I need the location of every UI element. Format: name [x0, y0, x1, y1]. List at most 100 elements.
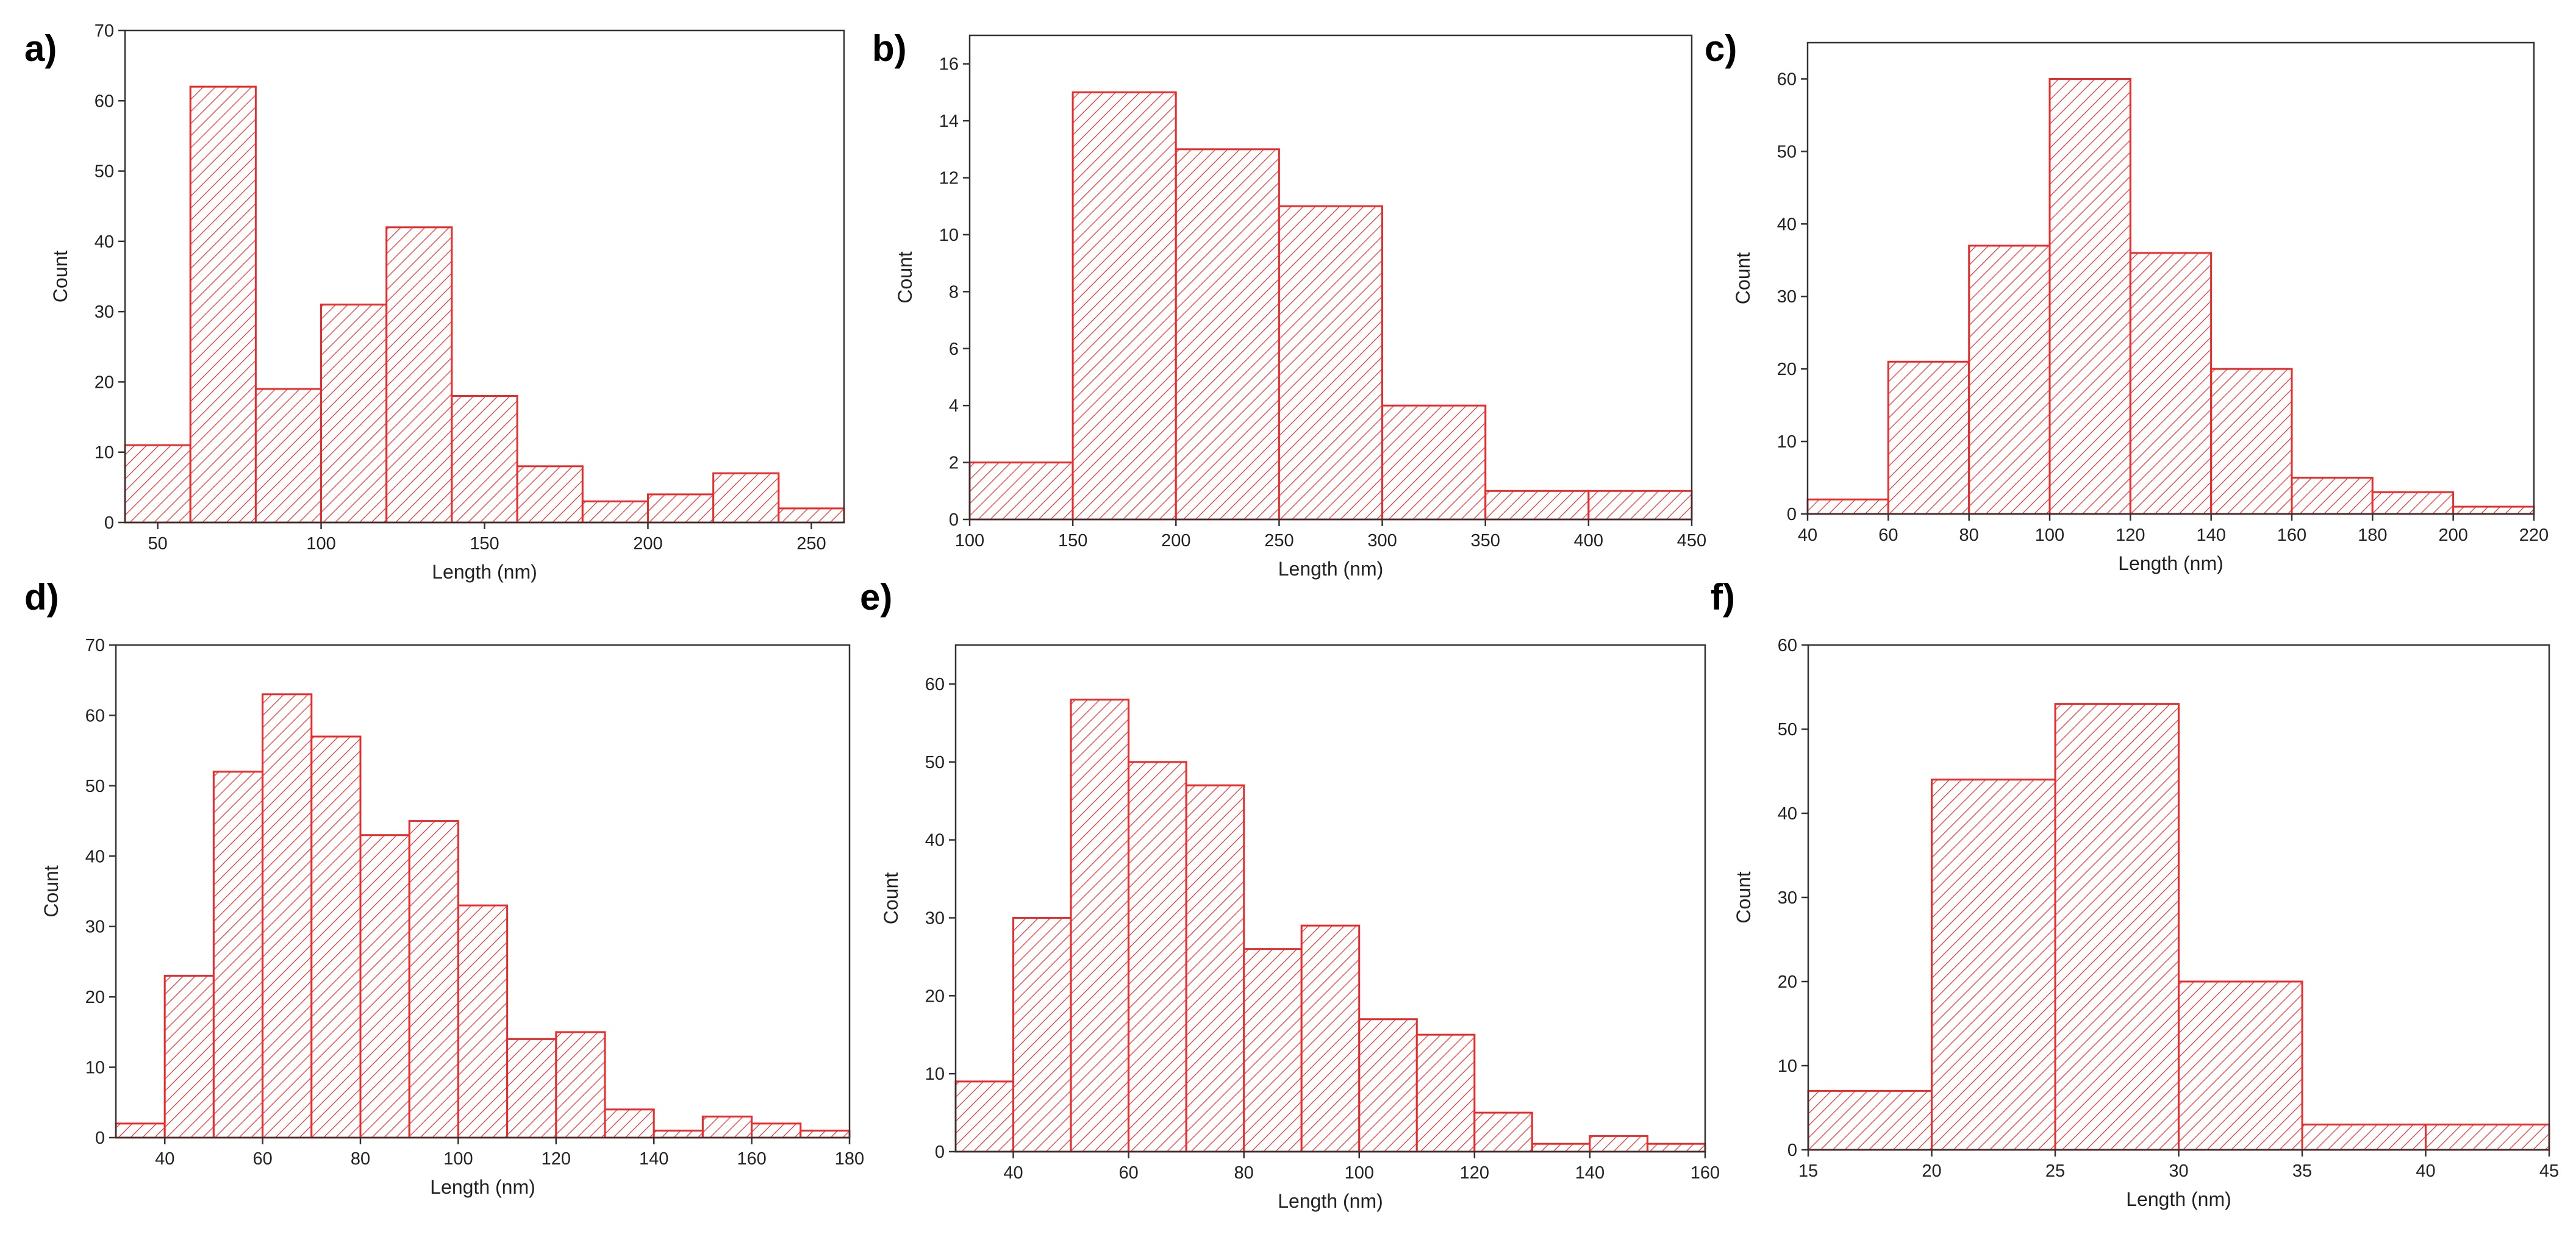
panel-e-xtick-label-0: 40 [1003, 1163, 1023, 1183]
panel-d-bar-4 [262, 693, 313, 1139]
panel-a-bar-10 [712, 472, 780, 524]
panel-c-y-axis-title: Count [1732, 252, 1754, 305]
panel-e-x-axis-title: Length (nm) [1278, 1190, 1383, 1212]
panel-a-xtick-label-0: 50 [148, 534, 167, 554]
panel-a-ytick-label-0: 0 [104, 513, 114, 533]
panel-e-ytick-label-4: 40 [925, 831, 945, 850]
panel-d-xtick-label-1: 60 [252, 1149, 272, 1169]
panel-e-bar-11 [1531, 1143, 1591, 1153]
panel-d-bar-12 [653, 1130, 704, 1139]
panel-f: f) 15 20 25 30 35 40 45 0 10 20 30 40 50 60 Length (nm)… [1711, 577, 2559, 1210]
panel-d-ytick-label-0: 0 [95, 1128, 105, 1148]
panel-d-xtick-label-2: 80 [351, 1149, 370, 1169]
panel-b-label: b) [872, 28, 907, 69]
panel-f-xtick-label-6: 45 [2539, 1161, 2559, 1181]
panel-e-xtick-label-6: 160 [1690, 1163, 1720, 1183]
panel-e-bar-12 [1589, 1135, 1648, 1153]
panel-f-ytick-label-0: 0 [1787, 1141, 1797, 1160]
panel-e-plot-frame [954, 644, 1706, 1153]
panel-a-bar-11 [778, 507, 845, 524]
panel-b-ytick-label-2: 4 [949, 396, 959, 416]
panel-e-ytick-label-3: 30 [925, 908, 945, 928]
panel-b-xtick-label-1: 150 [1058, 531, 1087, 551]
panel-e-bar-4 [1128, 761, 1187, 1153]
panel-d-bar-7 [408, 820, 459, 1139]
panel-e-bar-9 [1415, 1033, 1476, 1153]
panel-e-xtick-label-2: 80 [1234, 1163, 1254, 1183]
panel-d-bar-14 [751, 1122, 802, 1139]
panel-d-xtick-label-7: 180 [835, 1149, 864, 1169]
panel-a-bar-3 [254, 388, 323, 524]
panel-d-bar-10 [555, 1031, 606, 1139]
panel-d-plot-frame [115, 644, 851, 1139]
panel-d-ytick-label-3: 30 [85, 918, 105, 937]
panel-a-x-axis-title: Length (nm) [432, 561, 537, 583]
panel-f-ytick-label-1: 10 [1778, 1057, 1797, 1076]
panel-a-label: a) [24, 28, 57, 69]
panel-f-ytick-label-4: 40 [1778, 804, 1797, 824]
panel-c-bar-8 [2371, 491, 2455, 515]
panel-d-bar-3 [212, 771, 264, 1139]
panel-a-bar-8 [581, 500, 649, 524]
panel-e-bar-6 [1243, 948, 1303, 1153]
panel-d-label: d) [24, 577, 59, 618]
panel-e-y-axis-title: Count [880, 872, 902, 925]
panel-e-bar-1 [954, 1080, 1014, 1153]
panel-e-ytick-label-2: 20 [925, 986, 945, 1006]
panel-a-xtick-label-2: 150 [470, 534, 499, 554]
panel-c-ytick-label-6: 60 [1777, 70, 1797, 89]
panel-b-xtick-label-0: 100 [955, 531, 984, 551]
panel-b-x-axis-title: Length (nm) [1278, 558, 1384, 580]
panel-c-ytick-label-4: 40 [1777, 215, 1797, 234]
panel-d-ytick-label-6: 60 [85, 706, 105, 725]
panel-d-bar-15 [800, 1130, 851, 1139]
panel-a-ytick-label-4: 40 [95, 232, 114, 252]
panel-d-bar-13 [701, 1115, 753, 1139]
panel-f-bar-1 [1807, 1089, 1933, 1151]
panel-f-bar-3 [2054, 703, 2180, 1151]
panel-d-xtick-label-5: 140 [639, 1149, 668, 1169]
panel-b-ytick-label-7: 14 [939, 112, 959, 131]
panel-e-bar-2 [1012, 917, 1072, 1153]
panel-b-ytick-label-1: 2 [949, 454, 959, 473]
panel-b-bar-2 [1072, 91, 1177, 521]
panel-e: e) 40 60 80 100 120 140 160 0 10 20 30 40 50 60 Length … [860, 577, 1720, 1212]
panel-d-xtick-label-3: 100 [443, 1149, 473, 1169]
panel-f-ytick-label-5: 50 [1778, 720, 1797, 740]
panel-e-bar-13 [1647, 1143, 1706, 1153]
panel-c-xtick-label-6: 160 [2277, 526, 2306, 545]
panel-c-xtick-label-9: 220 [2519, 526, 2549, 545]
panel-c-ytick-label-3: 30 [1777, 287, 1797, 307]
panel-b-bar-6 [1484, 490, 1590, 521]
panel-b-ytick-label-0: 0 [949, 510, 959, 530]
panel-c: c) 40 60 80 100 120 140 160 180 200 220 0 10 20 30 40 50… [1705, 28, 2549, 574]
panel-f-ytick-label-3: 30 [1778, 888, 1797, 908]
panel-d-x-axis-title: Length (nm) [430, 1176, 535, 1198]
panel-b-bar-5 [1381, 404, 1487, 521]
panel-a-bar-4 [320, 304, 388, 524]
panel-e-xtick-label-5: 140 [1575, 1163, 1605, 1183]
panel-f-xtick-label-2: 25 [2045, 1161, 2065, 1181]
panel-b-bar-3 [1175, 148, 1280, 521]
panel-f-xtick-label-3: 30 [2169, 1161, 2188, 1181]
panel-f-xtick-label-4: 35 [2292, 1161, 2312, 1181]
panel-b-xtick-label-5: 350 [1471, 531, 1500, 551]
panel-e-bar-10 [1473, 1111, 1533, 1153]
panel-c-label: c) [1705, 28, 1737, 69]
panel-d-ytick-label-1: 10 [85, 1058, 105, 1078]
panel-d-bar-2 [163, 975, 215, 1139]
panel-b-bar-4 [1278, 205, 1383, 521]
panel-e-bar-5 [1185, 784, 1245, 1153]
panel-e-xtick-label-4: 120 [1460, 1163, 1489, 1183]
panel-d-xtick-label-6: 160 [737, 1149, 766, 1169]
panel-d-ytick-label-4: 40 [85, 847, 105, 866]
panel-c-ytick-label-0: 0 [1787, 505, 1797, 524]
panel-a-bar-6 [451, 395, 518, 524]
panel-c-xtick-label-3: 100 [2035, 526, 2064, 545]
panel-e-ytick-label-5: 50 [925, 753, 945, 772]
panel-d-xtick-label-4: 120 [542, 1149, 571, 1169]
panel-c-xtick-label-4: 120 [2116, 526, 2145, 545]
panel-d: d) 40 60 80 100 120 140 160 180 0 10 20 30 40 50 60 70 Le… [24, 577, 864, 1198]
panel-c-bar-7 [2291, 477, 2374, 515]
panel-d-xtick-label-0: 40 [155, 1149, 174, 1169]
